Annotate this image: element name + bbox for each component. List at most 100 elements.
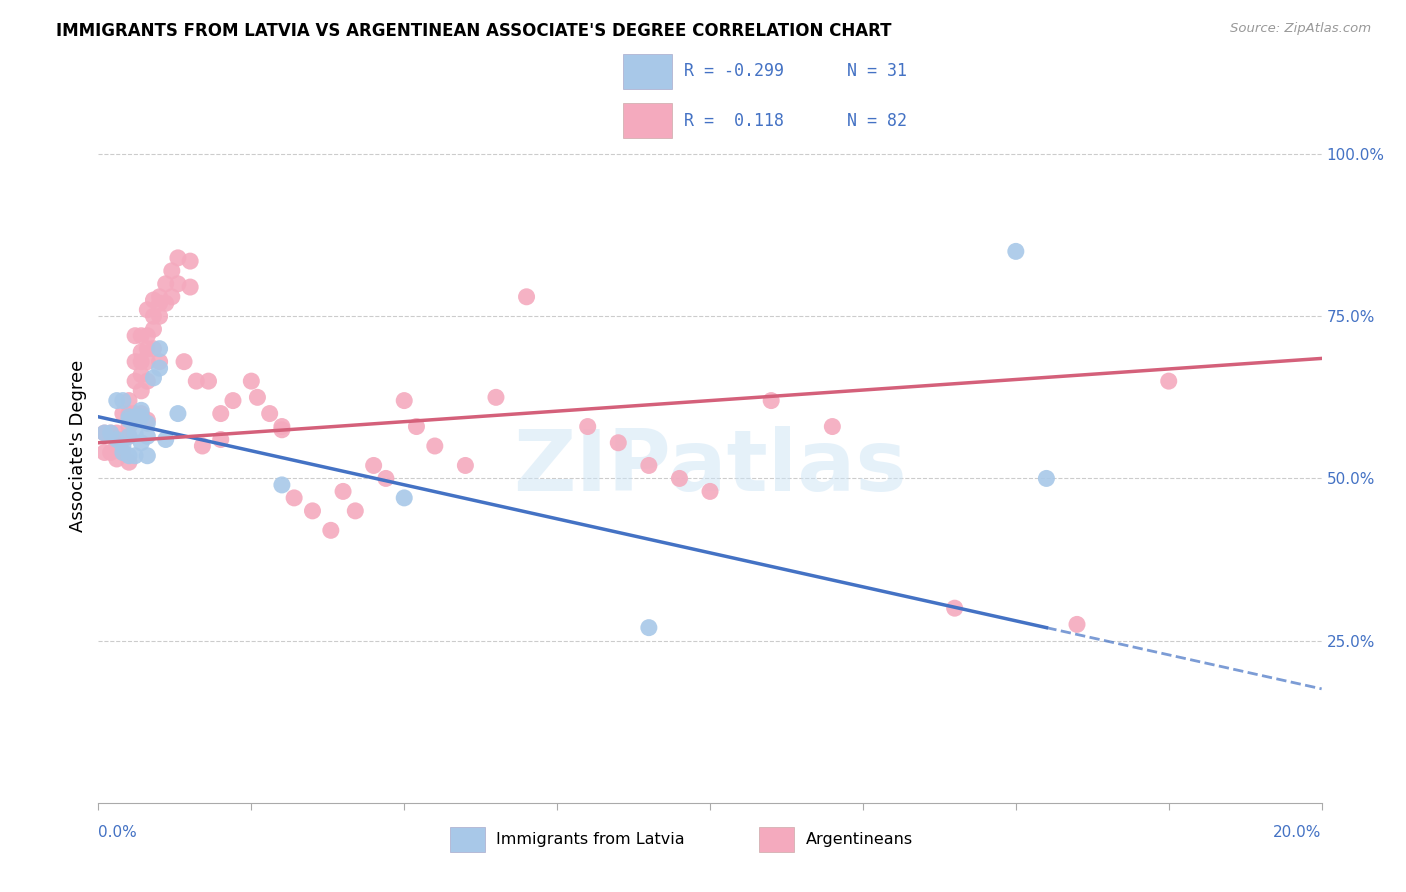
Point xyxy=(179,254,201,268)
Point xyxy=(105,452,128,467)
Point xyxy=(240,374,263,388)
Point xyxy=(363,458,385,473)
Point xyxy=(100,445,122,459)
Point xyxy=(759,393,782,408)
Point xyxy=(105,433,128,447)
Point xyxy=(149,310,172,324)
Point xyxy=(155,277,177,291)
Point xyxy=(129,435,152,450)
Point xyxy=(129,328,152,343)
Point xyxy=(270,423,292,437)
Point xyxy=(259,407,281,421)
Point xyxy=(270,478,292,492)
Point xyxy=(124,374,146,388)
Point xyxy=(136,328,159,343)
Point xyxy=(118,393,141,408)
Point xyxy=(699,484,721,499)
Text: 20.0%: 20.0% xyxy=(1274,825,1322,840)
Point xyxy=(124,407,146,421)
Point xyxy=(129,409,152,424)
Point xyxy=(136,449,159,463)
Text: ZIPatlas: ZIPatlas xyxy=(513,425,907,509)
Point xyxy=(607,435,630,450)
Point xyxy=(136,417,159,431)
Point xyxy=(100,425,122,440)
Point xyxy=(129,384,152,398)
Bar xyxy=(623,54,672,88)
Point xyxy=(124,449,146,463)
Point xyxy=(454,458,477,473)
Point xyxy=(637,458,661,473)
Point xyxy=(943,601,966,615)
Point xyxy=(149,342,172,356)
Point xyxy=(111,439,134,453)
Point xyxy=(155,433,177,447)
Text: Immigrants from Latvia: Immigrants from Latvia xyxy=(496,832,685,847)
Point xyxy=(405,419,427,434)
Point xyxy=(319,524,342,538)
Point xyxy=(111,407,134,421)
Point xyxy=(136,413,159,427)
Point xyxy=(149,296,172,310)
Point xyxy=(149,290,172,304)
Point xyxy=(136,302,159,317)
Point xyxy=(129,354,152,368)
Point xyxy=(142,342,165,356)
Point xyxy=(167,251,190,265)
Point xyxy=(93,445,115,459)
Point xyxy=(209,407,232,421)
Y-axis label: Associate's Degree: Associate's Degree xyxy=(69,359,87,533)
Point xyxy=(167,407,190,421)
Point xyxy=(283,491,305,505)
Text: Argentineans: Argentineans xyxy=(806,832,912,847)
Point xyxy=(374,471,396,485)
Point xyxy=(668,471,690,485)
Point xyxy=(118,407,141,421)
Text: IMMIGRANTS FROM LATVIA VS ARGENTINEAN ASSOCIATE'S DEGREE CORRELATION CHART: IMMIGRANTS FROM LATVIA VS ARGENTINEAN AS… xyxy=(56,22,891,40)
Point xyxy=(111,445,134,459)
Text: N = 82: N = 82 xyxy=(846,112,907,129)
Point xyxy=(392,393,416,408)
Point xyxy=(332,484,354,499)
Point xyxy=(124,354,146,368)
Point xyxy=(142,322,165,336)
Point xyxy=(637,621,661,635)
Point xyxy=(118,409,141,424)
Point xyxy=(186,374,208,388)
Point xyxy=(118,455,141,469)
Point xyxy=(1004,244,1026,259)
Point xyxy=(129,345,152,359)
Point xyxy=(100,425,122,440)
Point xyxy=(142,371,165,385)
Point xyxy=(1066,617,1088,632)
Point xyxy=(136,354,159,368)
Point xyxy=(1157,374,1180,388)
Point xyxy=(179,280,201,294)
Point xyxy=(93,425,115,440)
Point xyxy=(516,290,538,304)
Point xyxy=(118,429,141,443)
Point xyxy=(821,419,844,434)
Text: R =  0.118: R = 0.118 xyxy=(683,112,783,129)
Point xyxy=(246,390,269,404)
Point xyxy=(129,368,152,382)
Point xyxy=(576,419,599,434)
Point xyxy=(155,296,177,310)
Text: R = -0.299: R = -0.299 xyxy=(683,62,783,80)
Point xyxy=(136,374,159,388)
Point xyxy=(142,293,165,307)
Text: N = 31: N = 31 xyxy=(846,62,907,80)
Point xyxy=(124,328,146,343)
Text: 0.0%: 0.0% xyxy=(98,825,138,840)
Point xyxy=(149,354,172,368)
Point xyxy=(93,425,115,440)
Point xyxy=(136,342,159,356)
Point xyxy=(160,264,183,278)
Point xyxy=(301,504,323,518)
Point xyxy=(118,429,141,443)
Point xyxy=(124,425,146,440)
Point xyxy=(129,407,152,421)
Point xyxy=(423,439,446,453)
Point xyxy=(197,374,219,388)
Point xyxy=(111,433,134,447)
